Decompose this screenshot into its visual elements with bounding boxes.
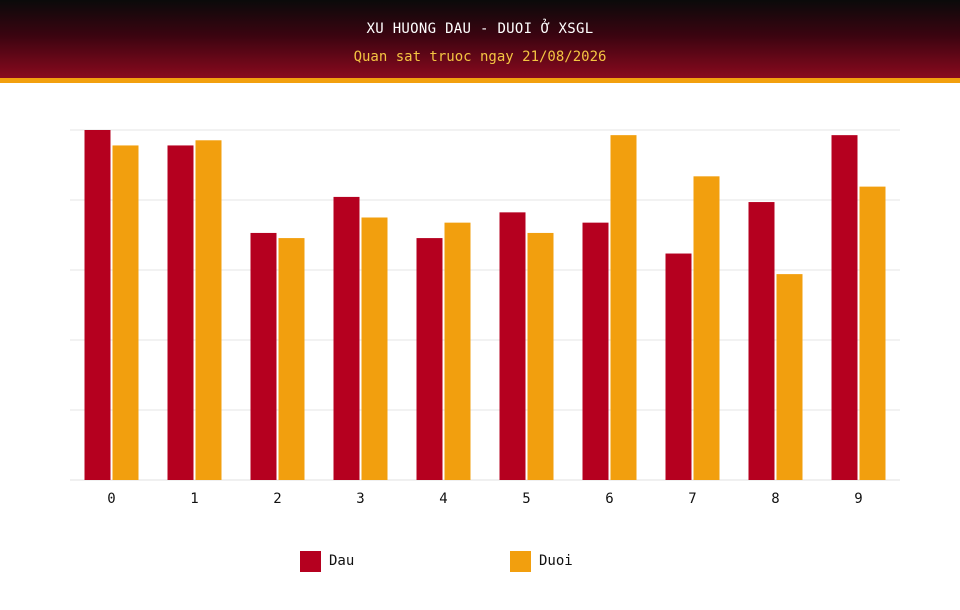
bar-dau-7[interactable] <box>665 253 692 480</box>
bar-duoi-1[interactable] <box>195 140 222 480</box>
legend-item-duoi[interactable]: Duoi <box>510 549 573 573</box>
legend-swatch-dau <box>300 550 321 572</box>
bar-duoi-4[interactable] <box>444 222 471 480</box>
bar-dau-8[interactable] <box>748 202 775 480</box>
legend-item-dau[interactable]: Dau <box>300 549 354 573</box>
bars <box>84 130 886 481</box>
x-tick-label-5: 5 <box>522 491 530 507</box>
legend-label-dau: Dau <box>329 553 355 569</box>
bar-duoi-8[interactable] <box>776 274 803 480</box>
bar-duoi-0[interactable] <box>112 145 139 481</box>
x-tick-label-2: 2 <box>273 491 281 507</box>
x-tick-label-1: 1 <box>190 491 198 507</box>
chart-title: XU HUONG DAU - DUOI Ở XSGL <box>366 21 594 37</box>
grid-lines <box>70 129 900 481</box>
bar-dau-0[interactable] <box>84 130 111 480</box>
bar-chart: 0 1 2 3 4 5 6 7 8 9 <box>70 129 900 507</box>
legend-swatch-duoi <box>510 550 531 572</box>
bar-duoi-9[interactable] <box>859 186 886 480</box>
x-tick-label-0: 0 <box>107 491 115 507</box>
x-tick-label-4: 4 <box>439 491 447 507</box>
x-tick-label-8: 8 <box>771 491 779 507</box>
x-axis-tick-labels: 0 1 2 3 4 5 6 7 8 9 <box>107 491 862 507</box>
bar-dau-4[interactable] <box>416 238 443 480</box>
bar-duoi-5[interactable] <box>527 232 554 480</box>
chart-subtitle: Quan sat truoc ngay 21/08/2026 <box>353 49 607 65</box>
bar-duoi-2[interactable] <box>278 238 305 480</box>
bar-dau-6[interactable] <box>582 222 609 480</box>
bar-dau-2[interactable] <box>250 232 277 480</box>
bar-duoi-6[interactable] <box>610 135 637 480</box>
bar-dau-5[interactable] <box>499 212 526 480</box>
x-tick-label-9: 9 <box>854 491 862 507</box>
bar-duoi-3[interactable] <box>361 217 388 481</box>
x-tick-label-6: 6 <box>605 491 613 507</box>
legend-label-duoi: Duoi <box>539 553 573 569</box>
x-tick-label-3: 3 <box>356 491 364 507</box>
x-tick-label-7: 7 <box>688 491 696 507</box>
bar-dau-3[interactable] <box>333 196 360 480</box>
bar-dau-1[interactable] <box>167 145 194 481</box>
legend: Dau Duoi <box>0 549 960 573</box>
header-accent-stripe <box>0 78 960 83</box>
bar-dau-9[interactable] <box>831 135 858 480</box>
chart-header <box>0 0 960 78</box>
bar-duoi-7[interactable] <box>693 176 720 480</box>
